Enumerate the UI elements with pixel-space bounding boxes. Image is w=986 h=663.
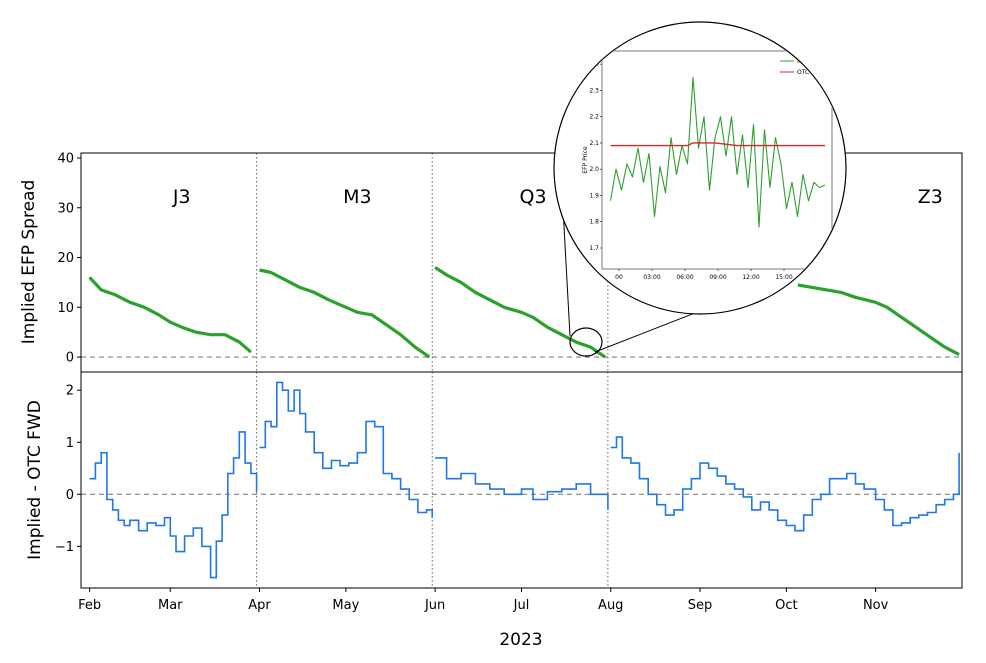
contract-label-q3: Q3 — [519, 186, 546, 208]
top-panel: J3 M3 Q3 Z3 0 10 20 30 40 Implied EFP Spread — [19, 151, 963, 373]
top-plot-area: J3 M3 Q3 Z3 — [81, 153, 962, 372]
inset-x-tick-label: 12:00 — [742, 274, 759, 281]
top-y-tick-label: 10 — [57, 301, 74, 316]
inset-x-tick-label: 00 — [615, 274, 623, 281]
inset-y-axis-title: EFP Price — [582, 146, 589, 174]
bottom-y-tick-label: −1 — [55, 540, 74, 555]
difference-series-segment-3 — [610, 436, 960, 532]
spread-series-segment-2 — [434, 266, 606, 359]
contract-label-m3: M3 — [343, 186, 371, 208]
inset-x-tick-label: 03:00 — [643, 274, 660, 281]
bottom-x-ticks: Feb Mar Apr May Jun Jul Aug Sep Oct Nov — [78, 588, 889, 613]
inset-x-tick-label: 18:00 — [808, 274, 825, 281]
bottom-y-tick-label: 0 — [66, 488, 74, 503]
bottom-panel: −1 0 1 2 Feb Mar Apr May Jun Jul Aug Sep Oct Nov Imp… — [25, 371, 963, 650]
bottom-y-tick-label: 2 — [66, 384, 74, 399]
x-axis-title: 2023 — [499, 630, 542, 650]
inset-y-tick-label: 2.3 — [589, 87, 599, 94]
top-y-tick-label: 20 — [57, 251, 74, 266]
inset-y-tick-label: 1.9 — [589, 192, 599, 199]
inset-frame — [601, 50, 833, 270]
top-y-axis-title: Implied EFP Spread — [19, 180, 39, 345]
bottom-y-tick-label: 1 — [66, 436, 74, 451]
x-tick-label: Apr — [248, 598, 271, 613]
x-tick-label: May — [332, 598, 359, 613]
bottom-y-axis-title: Implied - OTC FWD — [25, 400, 45, 560]
top-y-tick-label: 30 — [57, 201, 74, 216]
spread-series-segment-3 — [797, 283, 960, 357]
inset-series-implied — [609, 76, 826, 228]
difference-series-segment-1 — [259, 381, 433, 518]
x-tick-label: Nov — [863, 598, 889, 613]
x-tick-label: Sep — [688, 598, 713, 613]
inset-x-tick-label: 15:00 — [775, 274, 792, 281]
contract-label-j3: J3 — [172, 186, 191, 208]
zoom-inset-circle — [553, 21, 847, 315]
inset-plot-area — [609, 76, 826, 228]
bottom-y-ticks: −1 0 1 2 — [55, 384, 81, 555]
inset-x-tick-label: 06:00 — [676, 274, 693, 281]
x-tick-label: Mar — [158, 598, 183, 613]
difference-series-segment-0 — [89, 431, 258, 579]
x-tick-label: Jul — [513, 598, 530, 613]
inset-y-tick-label: 2.1 — [589, 140, 599, 147]
x-tick-label: Oct — [775, 598, 797, 613]
top-y-tick-label: 40 — [57, 151, 74, 166]
inset-y-tick-label: 1.8 — [589, 219, 599, 226]
spread-series-segment-0 — [88, 276, 252, 354]
contract-label-z3: Z3 — [918, 186, 943, 208]
zoom-focus-circle — [569, 327, 603, 357]
inset-series-otc-fwd — [610, 142, 825, 147]
zoom-inset: 1.71.81.92.02.12.22.32.4 00 03:00 06:00 09:… — [553, 21, 847, 357]
x-tick-label: Aug — [598, 598, 623, 613]
inset-y-tick-label: 1.7 — [589, 245, 599, 252]
x-tick-label: Feb — [78, 598, 101, 613]
difference-series-segment-2 — [435, 457, 609, 510]
top-y-ticks: 0 10 20 30 40 — [57, 151, 81, 366]
inset-y-tick-label: 2.2 — [589, 114, 599, 121]
bottom-plot-area — [81, 372, 962, 588]
spread-series-segment-1 — [259, 268, 431, 359]
top-y-tick-label: 0 — [66, 351, 74, 366]
inset-x-tick-label: 09:00 — [709, 274, 726, 281]
inset-y-tick-label: 2.0 — [589, 166, 599, 173]
x-tick-label: Jun — [424, 598, 445, 613]
